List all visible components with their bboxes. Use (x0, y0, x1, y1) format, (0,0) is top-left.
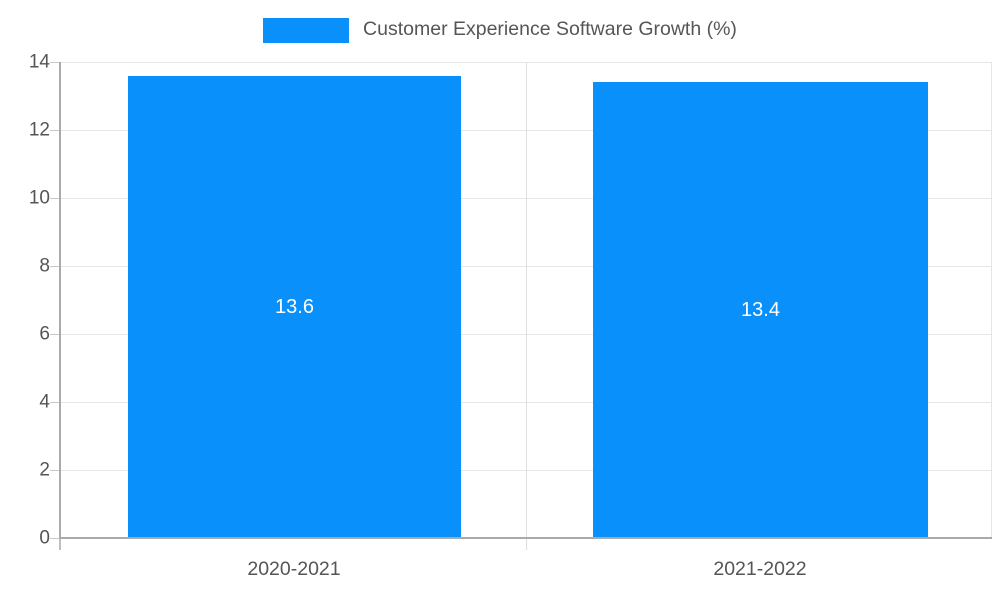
y-tick-label-8: 8 (39, 255, 50, 277)
y-tick-label-10: 10 (28, 187, 50, 209)
y-axis-line (59, 62, 61, 539)
y-tick-label-4: 4 (39, 391, 50, 413)
x-axis-category-tick (526, 539, 527, 550)
legend-color-swatch-icon (263, 17, 350, 43)
gridline-y-2 (59, 470, 992, 471)
gridline-y-14 (59, 62, 992, 63)
y-axis-tick-labels: 14 12 10 8 6 4 2 0 (0, 0, 59, 600)
y-axis-origin-tick (59, 539, 61, 550)
legend-item-0[interactable]: Customer Experience Software Growth (%) (263, 17, 737, 43)
y-tick-label-12: 12 (28, 119, 50, 141)
gridline-y-6 (59, 334, 992, 335)
legend-label: Customer Experience Software Growth (%) (363, 18, 737, 41)
plot-right-border (991, 62, 992, 538)
y-tick-label-2: 2 (39, 459, 50, 481)
bar-value-label-2021-2022: 13.4 (741, 299, 780, 322)
y-tick-mark-10 (50, 198, 59, 199)
chart-legend: Customer Experience Software Growth (%) (0, 14, 1000, 46)
y-tick-mark-4 (50, 402, 59, 403)
plot-area: 13.6 13.4 (59, 62, 992, 538)
y-tick-label-6: 6 (39, 323, 50, 345)
x-tick-label-2021-2022: 2021-2022 (713, 558, 807, 580)
y-tick-mark-12 (50, 130, 59, 131)
y-tick-mark-14 (50, 62, 59, 63)
gridline-y-4 (59, 402, 992, 403)
gridline-y-12 (59, 130, 992, 131)
bar-2021-2022[interactable] (593, 82, 928, 538)
bar-2020-2021[interactable] (128, 75, 461, 538)
gridline-y-8 (59, 266, 992, 267)
gridline-y-10 (59, 198, 992, 199)
y-tick-label-14: 14 (28, 51, 50, 73)
bar-value-label-2020-2021: 13.6 (275, 295, 314, 318)
x-tick-label-2020-2021: 2020-2021 (247, 558, 341, 580)
y-tick-mark-6 (50, 334, 59, 335)
y-tick-label-0: 0 (39, 527, 50, 549)
gridline-x-category-divider (526, 62, 527, 538)
y-tick-mark-8 (50, 266, 59, 267)
x-axis-line (59, 537, 992, 539)
y-tick-mark-2 (50, 470, 59, 471)
y-tick-mark-0 (50, 538, 59, 539)
